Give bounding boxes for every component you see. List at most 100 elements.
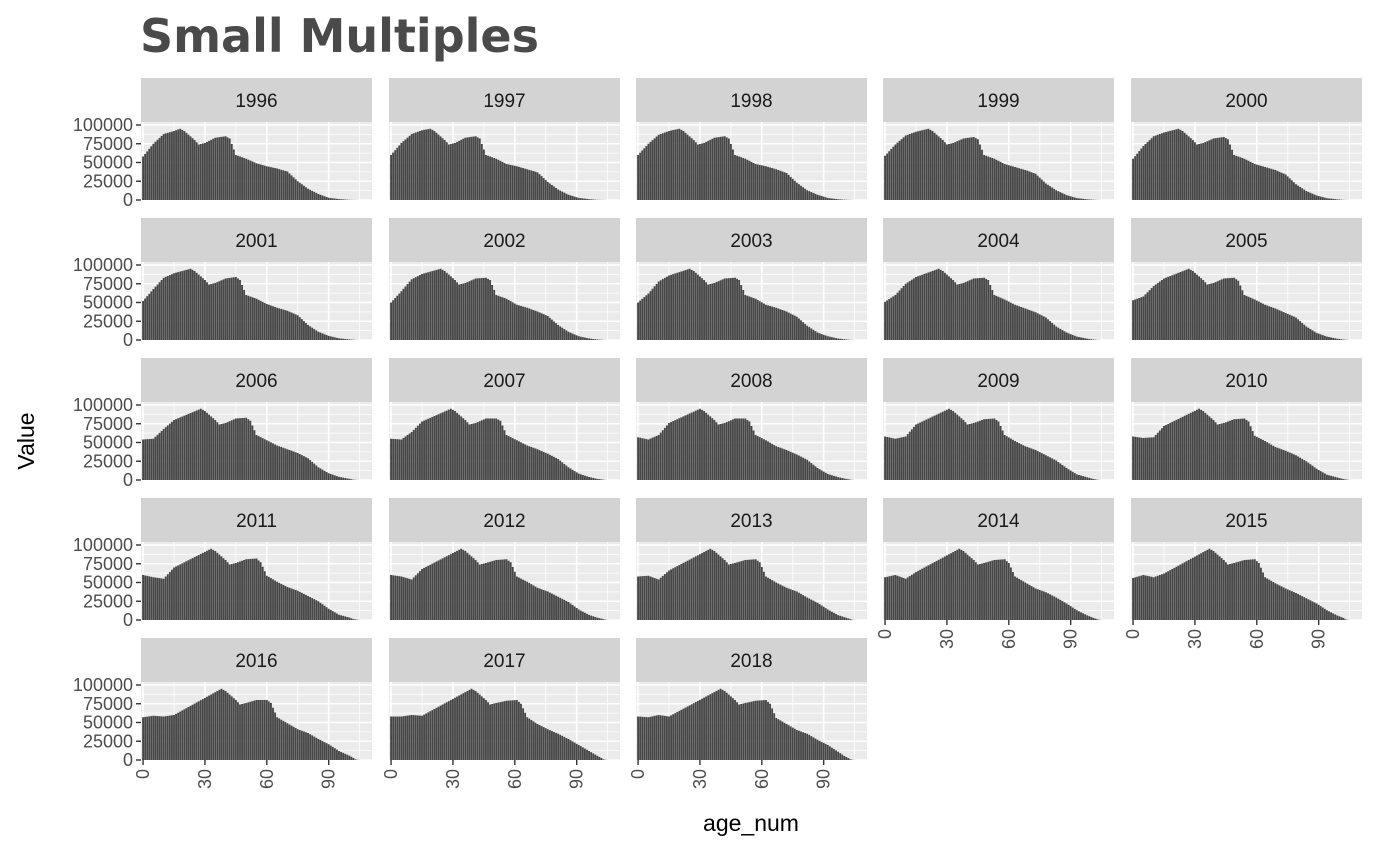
bar <box>808 327 810 340</box>
bar <box>403 438 405 480</box>
bar <box>779 448 781 480</box>
bar <box>1145 438 1147 480</box>
bar <box>1008 165 1010 200</box>
bar <box>685 270 687 340</box>
bar <box>1338 199 1340 200</box>
bar <box>438 707 440 760</box>
bar <box>1049 321 1051 340</box>
bar <box>979 421 981 480</box>
bar <box>1178 273 1180 340</box>
bar <box>471 689 473 760</box>
bar <box>254 701 256 760</box>
bar <box>909 281 911 340</box>
bar <box>1198 276 1200 340</box>
bar <box>1289 315 1291 340</box>
bar <box>444 703 446 760</box>
bar <box>502 426 504 481</box>
bar <box>415 133 417 201</box>
bar <box>206 282 208 340</box>
bar <box>676 419 678 480</box>
bar <box>658 282 660 341</box>
bar <box>930 564 932 620</box>
bar <box>200 409 202 480</box>
bar <box>311 598 313 620</box>
bar <box>827 336 829 340</box>
bar <box>183 270 185 340</box>
bar <box>287 449 289 480</box>
bar <box>806 734 808 760</box>
bar <box>724 423 726 480</box>
bar <box>894 295 896 340</box>
bar <box>510 301 512 340</box>
bar <box>1004 300 1006 341</box>
bar <box>1178 566 1180 620</box>
bar <box>326 607 328 620</box>
bar <box>1039 590 1041 620</box>
y-tick-label: 0 <box>123 190 133 210</box>
bar <box>1190 270 1192 340</box>
bar <box>171 422 173 480</box>
bar <box>514 304 516 340</box>
y-tick-label: 75000 <box>83 414 133 434</box>
bar <box>637 155 639 200</box>
bar <box>596 618 598 620</box>
bar <box>235 277 237 340</box>
bar <box>730 144 732 200</box>
bar <box>720 556 722 620</box>
bar <box>1200 553 1202 620</box>
bar <box>1264 441 1266 480</box>
bar <box>565 466 567 480</box>
bar <box>755 701 757 760</box>
bar <box>559 326 561 340</box>
bar <box>899 577 901 621</box>
bar <box>676 712 678 760</box>
bar <box>578 610 580 621</box>
bar <box>985 156 987 200</box>
bar <box>815 331 817 340</box>
bar <box>678 418 680 480</box>
bar <box>921 130 923 200</box>
bar <box>444 411 446 480</box>
bar <box>452 144 454 201</box>
bar <box>794 591 796 620</box>
facet-strip-label: 2008 <box>730 371 772 392</box>
bar <box>584 749 586 760</box>
bar <box>1314 195 1316 200</box>
bar <box>574 607 576 621</box>
bar <box>291 313 293 340</box>
bar <box>1051 188 1053 200</box>
y-tick-label: 50000 <box>83 713 133 733</box>
bar <box>1194 411 1196 480</box>
bar <box>923 568 925 620</box>
bar <box>687 561 689 620</box>
bar <box>1053 189 1055 200</box>
bar <box>510 562 512 620</box>
bar <box>249 421 251 480</box>
bar <box>1345 619 1347 620</box>
bar <box>194 557 196 620</box>
bar <box>724 560 726 620</box>
bar <box>777 447 779 480</box>
bar <box>716 553 718 620</box>
bar <box>808 191 810 200</box>
bar <box>411 134 413 200</box>
bar <box>448 410 450 480</box>
bar <box>755 435 757 480</box>
bar <box>1039 314 1041 340</box>
bar <box>282 448 284 480</box>
bar <box>297 591 299 620</box>
bar <box>664 278 666 340</box>
facet-panel: 2000 <box>1131 78 1362 200</box>
bar <box>506 559 508 620</box>
facet-panel: 2013 <box>636 498 867 620</box>
bar <box>301 184 303 200</box>
bar <box>658 715 660 760</box>
bar <box>206 551 208 620</box>
bar <box>812 601 814 620</box>
bar <box>728 139 730 201</box>
bar <box>565 194 567 200</box>
bar <box>409 136 411 200</box>
bar <box>264 571 266 620</box>
